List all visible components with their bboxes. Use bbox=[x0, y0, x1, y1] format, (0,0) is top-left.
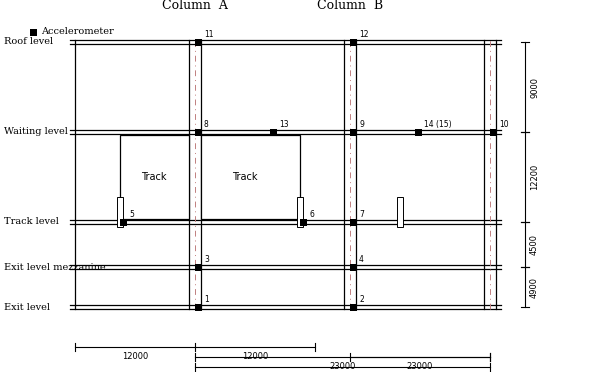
Text: Track level: Track level bbox=[4, 218, 59, 227]
Text: 4: 4 bbox=[359, 255, 364, 264]
Bar bbox=[120, 135, 189, 219]
Bar bbox=[117, 197, 123, 227]
Text: 6: 6 bbox=[309, 210, 314, 219]
Text: 5: 5 bbox=[129, 210, 134, 219]
Text: 8: 8 bbox=[204, 120, 209, 129]
Bar bbox=[201, 135, 300, 219]
Bar bbox=[397, 197, 403, 227]
Text: 2: 2 bbox=[359, 295, 364, 304]
Text: 12000: 12000 bbox=[122, 352, 148, 361]
Bar bbox=[350, 218, 357, 225]
Text: 14 (15): 14 (15) bbox=[424, 120, 452, 129]
Text: 23000: 23000 bbox=[407, 362, 433, 371]
Text: 10: 10 bbox=[499, 120, 508, 129]
Text: Waiting level: Waiting level bbox=[4, 128, 68, 137]
Bar bbox=[350, 38, 357, 45]
Text: 11: 11 bbox=[204, 30, 213, 39]
Text: 9: 9 bbox=[359, 120, 364, 129]
Text: 7: 7 bbox=[359, 210, 364, 219]
Text: 12200: 12200 bbox=[530, 164, 539, 190]
Bar bbox=[350, 304, 357, 311]
Text: 13: 13 bbox=[279, 120, 288, 129]
Text: Roof level: Roof level bbox=[4, 38, 53, 46]
Bar bbox=[300, 218, 307, 225]
Bar bbox=[30, 29, 37, 35]
Text: Track: Track bbox=[232, 172, 257, 182]
Bar bbox=[350, 263, 357, 270]
Text: 4900: 4900 bbox=[530, 276, 539, 298]
Text: 12000: 12000 bbox=[242, 352, 268, 361]
Text: Column  B: Column B bbox=[317, 0, 383, 12]
Bar bbox=[415, 128, 422, 135]
Bar bbox=[195, 128, 202, 135]
Text: Track: Track bbox=[141, 172, 167, 182]
Text: 9000: 9000 bbox=[530, 77, 539, 97]
Text: 12: 12 bbox=[359, 30, 368, 39]
Bar bbox=[195, 263, 202, 270]
Bar bbox=[120, 218, 127, 225]
Text: Accelerometer: Accelerometer bbox=[41, 28, 114, 36]
Text: Exit level mezzanine: Exit level mezzanine bbox=[4, 263, 105, 272]
Text: 3: 3 bbox=[204, 255, 209, 264]
Bar bbox=[270, 128, 277, 135]
Text: Column  A: Column A bbox=[162, 0, 228, 12]
Text: 1: 1 bbox=[204, 295, 209, 304]
Text: Exit level: Exit level bbox=[4, 302, 50, 311]
Text: 23000: 23000 bbox=[330, 362, 356, 371]
Bar bbox=[195, 304, 202, 311]
Bar bbox=[195, 38, 202, 45]
Text: 4500: 4500 bbox=[530, 234, 539, 255]
Bar bbox=[297, 197, 303, 227]
Bar bbox=[350, 128, 357, 135]
Bar bbox=[490, 128, 497, 135]
